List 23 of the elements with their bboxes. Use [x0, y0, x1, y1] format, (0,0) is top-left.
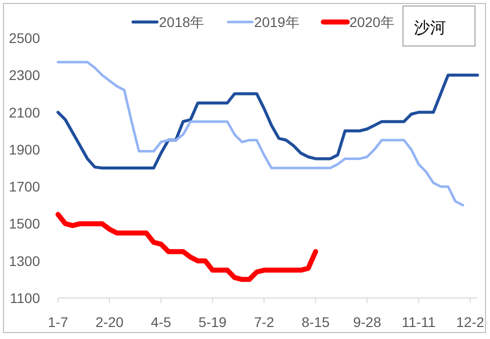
x-tick-label: 11-11	[402, 314, 436, 330]
x-tick-label: 4-5	[150, 314, 172, 330]
y-tick-label: 1100	[10, 290, 40, 306]
y-tick-label: 1500	[8, 216, 40, 232]
legend-label: 2019年	[254, 14, 300, 30]
line-series	[56, 60, 464, 206]
y-tick-label: 1700	[8, 178, 40, 195]
x-tick-label: 1-7	[48, 314, 68, 330]
y-tick-label: 1300	[8, 252, 40, 269]
x-tick-label: 8-15	[302, 314, 330, 330]
x-tick-label: 12-2	[456, 314, 484, 330]
y-tick-label: 2100	[8, 104, 40, 120]
legend-label: 2020年	[349, 14, 394, 30]
x-tick-label: 2-20	[96, 314, 124, 330]
x-tick-label: 5-19	[198, 314, 227, 330]
x-tick-label: 9-28	[353, 314, 382, 330]
line-series	[56, 74, 480, 170]
y-tick-label: 2300	[8, 67, 40, 84]
y-tick-label: 2500	[8, 30, 40, 46]
x-tick-label: 7-2	[254, 314, 274, 330]
text: 沙河	[414, 19, 446, 37]
legend-label: 2018年	[159, 14, 204, 30]
y-tick-label: 1900	[8, 141, 40, 158]
